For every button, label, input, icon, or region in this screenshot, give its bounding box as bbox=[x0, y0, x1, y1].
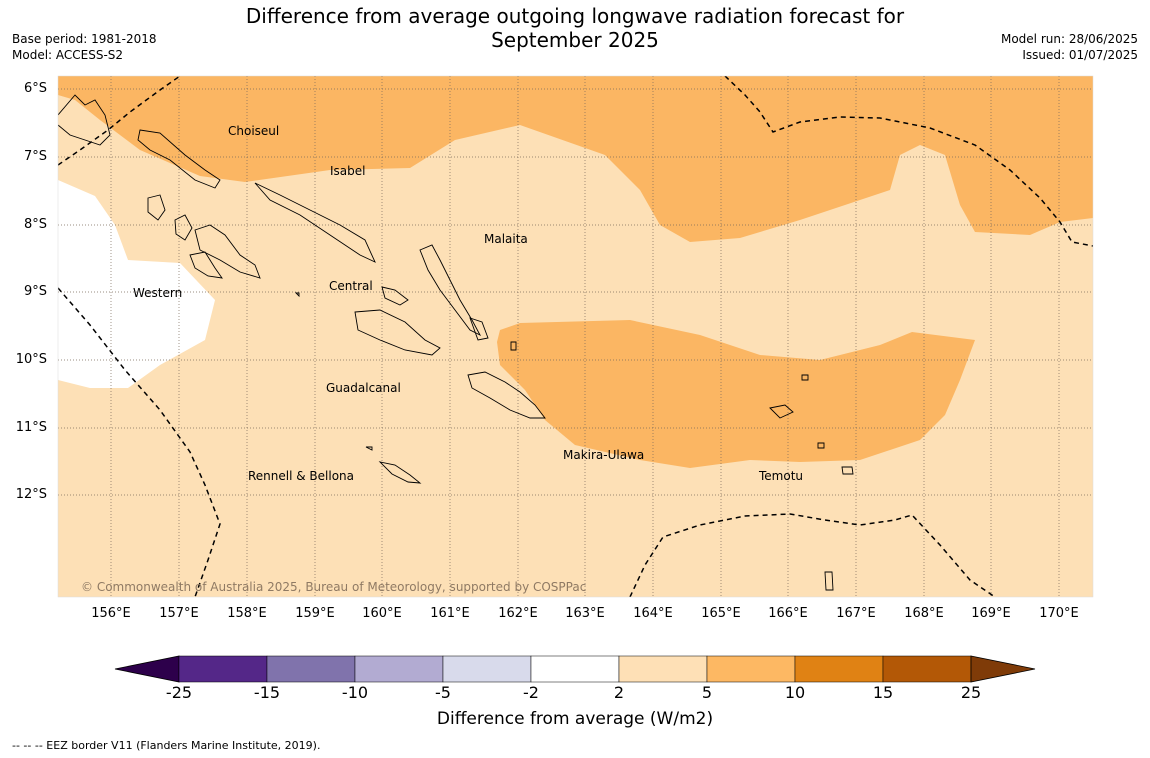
lon-label: 164°E bbox=[623, 606, 683, 621]
lat-label: 12°S bbox=[0, 487, 47, 502]
region-label-makira-ulawa: Makira-Ulawa bbox=[563, 448, 644, 462]
colorbar-tick-label: -25 bbox=[154, 683, 204, 702]
colorbar-tick-label: 15 bbox=[858, 683, 908, 702]
colorbar-tick-label: -5 bbox=[418, 683, 468, 702]
colorbar-cell-min-extend bbox=[115, 656, 179, 682]
region-label-central: Central bbox=[329, 279, 373, 293]
region-label-isabel: Isabel bbox=[330, 164, 365, 178]
lon-label: 159°E bbox=[285, 606, 345, 621]
lat-label: 10°S bbox=[0, 352, 47, 367]
lat-label: 7°S bbox=[0, 149, 47, 164]
colorbar-tick-label: 25 bbox=[946, 683, 996, 702]
lon-label: 165°E bbox=[691, 606, 751, 621]
region-label-rennell-bellona: Rennell & Bellona bbox=[248, 469, 354, 483]
lon-label: 158°E bbox=[217, 606, 277, 621]
colorbar-tick-label: 2 bbox=[594, 683, 644, 702]
colorbar-title: Difference from average (W/m2) bbox=[0, 709, 1150, 729]
map-plot-area bbox=[58, 76, 1093, 597]
colorbar-cell bbox=[443, 656, 531, 682]
lat-label: 6°S bbox=[0, 81, 47, 96]
lon-label: 167°E bbox=[826, 606, 886, 621]
lon-label: 162°E bbox=[488, 606, 548, 621]
lat-label: 11°S bbox=[0, 420, 47, 435]
colorbar-cell bbox=[795, 656, 883, 682]
lon-label: 168°E bbox=[894, 606, 954, 621]
lon-label: 160°E bbox=[352, 606, 412, 621]
region-label-western: Western bbox=[133, 286, 182, 300]
lon-label: 161°E bbox=[420, 606, 480, 621]
region-label-guadalcanal: Guadalcanal bbox=[326, 381, 401, 395]
colorbar-cell bbox=[883, 656, 971, 682]
colorbar-cell bbox=[619, 656, 707, 682]
eez-legend-note: -- -- -- EEZ border V11 (Flanders Marine… bbox=[12, 739, 320, 752]
colorbar-cell bbox=[267, 656, 355, 682]
colorbar bbox=[115, 656, 1035, 682]
colorbar-tick-label: 10 bbox=[770, 683, 820, 702]
colorbar-cell-max-extend bbox=[971, 656, 1035, 682]
colorbar-tick-label: -10 bbox=[330, 683, 380, 702]
colorbar-tick-label: -15 bbox=[242, 683, 292, 702]
colorbar-cell bbox=[179, 656, 267, 682]
lon-label: 169°E bbox=[961, 606, 1021, 621]
lon-label: 156°E bbox=[81, 606, 141, 621]
lon-label: 157°E bbox=[149, 606, 209, 621]
colorbar-cell bbox=[707, 656, 795, 682]
copyright-notice: © Commonwealth of Australia 2025, Bureau… bbox=[81, 580, 586, 594]
region-label-temotu: Temotu bbox=[759, 469, 803, 483]
colorbar-cell bbox=[531, 656, 619, 682]
colorbar-tick-label: 5 bbox=[682, 683, 732, 702]
lon-label: 163°E bbox=[555, 606, 615, 621]
lon-label: 166°E bbox=[758, 606, 818, 621]
lon-label: 170°E bbox=[1029, 606, 1089, 621]
region-label-choiseul: Choiseul bbox=[228, 124, 279, 138]
colorbar-cell bbox=[355, 656, 443, 682]
region-label-malaita: Malaita bbox=[484, 232, 528, 246]
lat-label: 9°S bbox=[0, 284, 47, 299]
colorbar-tick-label: -2 bbox=[506, 683, 556, 702]
lat-label: 8°S bbox=[0, 217, 47, 232]
